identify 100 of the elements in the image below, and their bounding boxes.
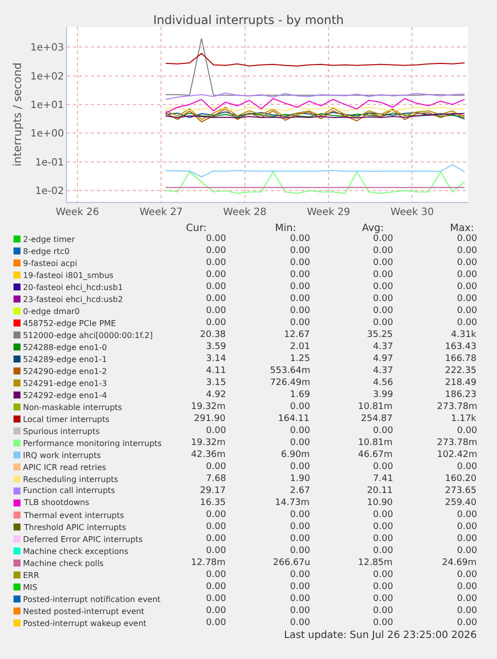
text: 0.00	[373, 462, 394, 472]
text: 35.25	[367, 330, 393, 340]
text: Max:	[450, 223, 474, 234]
text: 29.17	[200, 486, 226, 496]
text: 0.00	[373, 618, 394, 628]
text: 0.00	[457, 618, 478, 628]
text: 0.00	[457, 234, 478, 244]
text: 0.00	[373, 234, 394, 244]
text: 0.00	[373, 582, 394, 592]
line-series	[165, 164, 466, 178]
text: 254.87	[361, 414, 392, 424]
text: Avg:	[362, 223, 384, 234]
text: 0.00	[206, 570, 226, 580]
text: 0.00	[290, 510, 310, 520]
legend-label: 19-fasteoi i801_smbus	[23, 271, 114, 280]
text: 0.00	[290, 582, 310, 592]
legend-label: Non-maskable interrupts	[23, 403, 122, 412]
text: 0.00	[373, 570, 394, 580]
chart-title: Individual interrupts - by month	[153, 13, 344, 28]
text: 42.36m	[191, 450, 226, 460]
text: 0.00	[290, 318, 310, 328]
text: 10.81m	[358, 402, 393, 412]
legend-label: 2-edge timer	[23, 235, 76, 244]
text: 20.38	[200, 330, 226, 340]
text: 14.73m	[275, 498, 310, 508]
text: 4.37	[373, 366, 394, 376]
x-tick-label: Week 30	[390, 207, 434, 218]
legend-label: Rescheduling interrupts	[23, 475, 118, 484]
text: 4.31k	[451, 330, 478, 340]
text: 0.00	[290, 606, 310, 616]
text: 0.00	[373, 318, 394, 328]
text: 0.00	[373, 510, 394, 520]
legend-label: 524292-edge eno1-4	[23, 391, 107, 400]
text: 16.35	[200, 498, 226, 508]
text: 7.41	[373, 474, 394, 484]
text: 0.00	[290, 462, 310, 472]
text: 2.67	[290, 486, 310, 496]
text: 1.17k	[451, 414, 478, 424]
text: 0.00	[206, 426, 226, 436]
text: 46.67m	[358, 450, 393, 460]
text: 0.00	[457, 606, 478, 616]
text: 218.49	[445, 378, 477, 388]
text: 222.35	[445, 366, 476, 376]
text: 4.37	[373, 342, 394, 352]
line-series	[165, 92, 466, 100]
text: 0.00	[290, 402, 310, 412]
text: 10.90	[367, 498, 394, 508]
legend-label: IRQ work interrupts	[23, 451, 101, 460]
text: 4.97	[373, 354, 394, 364]
legend-label: Nested posted-interrupt event	[23, 607, 144, 616]
text: 0.00	[290, 234, 310, 244]
text: 20.11	[367, 486, 393, 496]
text: 0.00	[457, 546, 478, 556]
text: 4.11	[206, 366, 226, 376]
line-series	[165, 38, 466, 96]
legend-label: TLB shootdowns	[23, 498, 90, 507]
legend-label: Local timer interrupts	[23, 415, 110, 424]
text: 0.00	[457, 246, 478, 256]
legend-label: 20-fasteoi ehci_hcd:usb1	[23, 283, 123, 292]
legend-label: ERR	[23, 571, 40, 580]
text: 0.00	[457, 522, 478, 532]
legend-label: Machine check exceptions	[23, 547, 128, 556]
text: 0.00	[373, 594, 394, 604]
x-tick-label: Week 27	[139, 207, 183, 218]
text: 102.42m	[437, 450, 478, 460]
text: 164.11	[278, 414, 310, 424]
text: 273.78m	[437, 438, 478, 448]
text: 4.56	[373, 378, 394, 388]
y-axis-title: interrupts / second	[11, 62, 24, 166]
y-tick-label: 1e+03	[30, 42, 64, 54]
text: 0.00	[457, 582, 478, 592]
text: 0.00	[373, 270, 394, 280]
line-series	[165, 106, 466, 120]
text: 0.00	[206, 618, 226, 628]
text: 0.00	[373, 294, 394, 304]
text: 2.01	[290, 342, 310, 352]
legend-label: 8-edge rtc0	[23, 247, 70, 256]
legend-label: 524291-edge eno1-3	[23, 379, 107, 388]
text: 0.00	[373, 546, 394, 556]
legend-label: 512000-edge ahci[0000:00:1f.2]	[23, 331, 153, 340]
text: 273.78m	[437, 402, 478, 412]
line-series	[165, 52, 466, 66]
y-tick-label: 1e+02	[30, 71, 64, 82]
text: 12.78m	[191, 558, 226, 568]
text: Cur:	[186, 223, 207, 234]
text: 0.00	[457, 426, 478, 436]
text: 0.00	[206, 294, 226, 304]
text: 0.00	[290, 306, 310, 316]
text: 19.32m	[191, 438, 226, 448]
text: 0.00	[457, 534, 478, 544]
text: 0.00	[290, 426, 310, 436]
text: 0.00	[206, 282, 226, 292]
legend-label: Threshold APIC interrupts	[23, 523, 126, 532]
text: 0.00	[373, 306, 394, 316]
text: 0.00	[457, 270, 478, 280]
text: Min:	[275, 223, 296, 234]
text: 0.00	[206, 246, 226, 256]
legend-label: Performance monitoring interrupts	[23, 439, 162, 448]
text: 0.00	[457, 510, 478, 520]
y-tick-label: 1e-02	[35, 186, 64, 198]
